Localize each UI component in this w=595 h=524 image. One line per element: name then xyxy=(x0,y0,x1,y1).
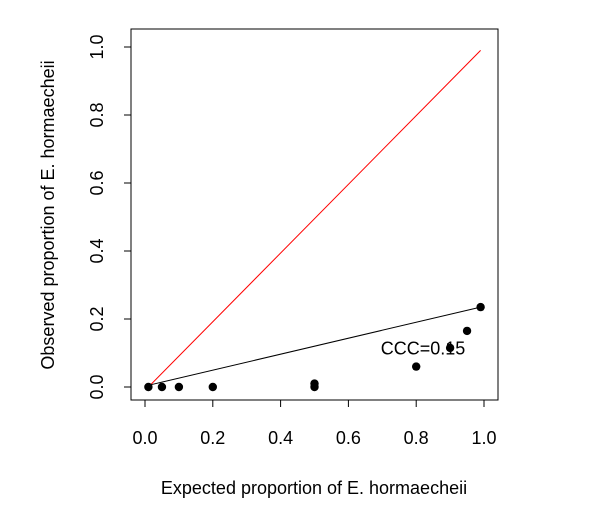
x-tick-label: 0.8 xyxy=(404,428,429,448)
identity-line xyxy=(148,50,481,388)
y-axis-title: Observed proportion of E. hormaecheii xyxy=(38,60,58,369)
data-point xyxy=(476,302,485,312)
y-tick-label: 0.4 xyxy=(87,238,107,263)
ccc-annotation: CCC=0.15 xyxy=(381,339,466,359)
x-tick-label: 0.4 xyxy=(268,428,293,448)
x-axis-title: Expected proportion of E. hormaecheii xyxy=(161,478,467,498)
y-tick-label: 0.0 xyxy=(87,374,107,399)
x-axis: 0.0 0.2 0.4 0.6 0.8 1.0 xyxy=(132,400,497,448)
x-tick-label: 0.6 xyxy=(336,428,361,448)
y-tick-label: 0.6 xyxy=(87,170,107,195)
x-tick-label: 0.2 xyxy=(200,428,225,448)
data-point xyxy=(208,382,217,392)
data-point xyxy=(310,379,319,388)
data-point xyxy=(412,362,421,371)
data-points xyxy=(144,302,485,392)
y-tick-label: 0.8 xyxy=(87,102,107,127)
y-tick-label: 1.0 xyxy=(87,34,107,59)
fit-line xyxy=(148,306,481,386)
y-axis: 0.0 0.2 0.4 0.6 0.8 1.0 xyxy=(87,34,131,400)
x-tick-label: 0.0 xyxy=(132,428,157,448)
reference-lines xyxy=(148,50,481,388)
data-point xyxy=(462,326,472,336)
x-tick-label: 1.0 xyxy=(471,428,496,448)
data-point xyxy=(445,343,455,353)
y-tick-label: 0.2 xyxy=(87,306,107,331)
data-point xyxy=(157,382,167,392)
data-point xyxy=(174,382,184,392)
data-point xyxy=(144,382,153,392)
plot-frame xyxy=(130,28,499,401)
